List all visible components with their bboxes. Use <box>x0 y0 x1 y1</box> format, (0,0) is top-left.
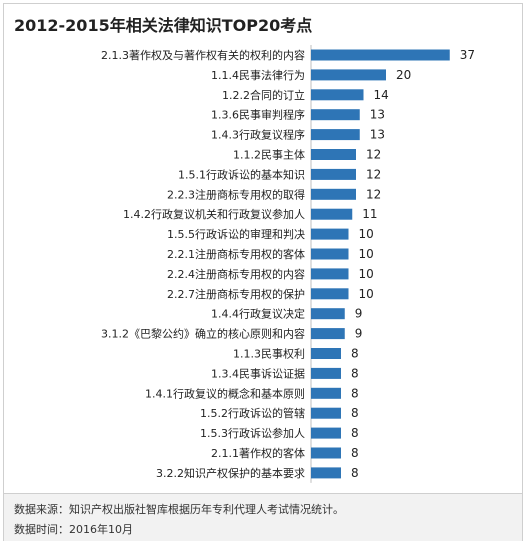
data-source-note: 数据来源：知识产权出版社智库根据历年专利代理人考试情况统计。 <box>14 503 344 516</box>
category-label: 3.2.2知识产权保护的基本要求 <box>156 466 305 480</box>
footer: 数据来源：知识产权出版社智库根据历年专利代理人考试情况统计。 数据时间：2016… <box>4 493 522 541</box>
data-label: 20 <box>396 68 411 82</box>
bar <box>311 288 349 300</box>
bar <box>311 407 341 419</box>
data-label: 10 <box>359 227 374 241</box>
bar <box>311 467 341 479</box>
category-label: 1.3.6民事审判程序 <box>211 108 305 122</box>
data-label: 14 <box>374 88 389 102</box>
bar <box>311 348 341 359</box>
category-label: 2.1.1著作权的客体 <box>211 446 305 460</box>
chart-frame: 2012-2015年相关法律知识TOP20考点 2.1.3著作权及与著作权有关的… <box>3 3 523 541</box>
category-label: 2.2.3注册商标专用权的取得 <box>167 187 305 201</box>
category-label: 1.4.3行政复议程序 <box>211 128 305 142</box>
data-label: 8 <box>351 466 359 480</box>
bar <box>311 188 356 200</box>
data-label: 12 <box>366 187 381 201</box>
category-label: 1.5.2行政诉讼的管辖 <box>200 406 305 420</box>
category-label: 1.2.2合同的订立 <box>222 88 305 102</box>
bar <box>311 168 356 180</box>
data-label: 10 <box>359 247 374 261</box>
bar <box>311 69 386 81</box>
data-label: 12 <box>366 148 381 162</box>
data-label: 10 <box>359 287 374 301</box>
category-label: 2.2.4注册商标专用权的内容 <box>167 267 305 281</box>
data-label: 37 <box>460 48 475 62</box>
bar <box>311 248 349 260</box>
bar <box>311 427 341 439</box>
data-label: 12 <box>366 167 381 181</box>
category-label: 1.4.2行政复议机关和行政复议参加人 <box>123 207 305 221</box>
data-label: 13 <box>370 108 385 122</box>
data-label: 10 <box>359 267 374 281</box>
data-label: 8 <box>351 366 359 380</box>
category-label: 1.1.4民事法律行为 <box>211 68 305 82</box>
bar <box>311 387 341 399</box>
category-label: 1.4.4行政复议决定 <box>211 307 305 321</box>
bar <box>311 308 345 320</box>
bar <box>311 109 360 121</box>
data-label: 8 <box>351 446 359 460</box>
category-label: 1.5.3行政诉讼参加人 <box>200 426 305 440</box>
data-date-note: 数据时间：2016年10月 <box>14 523 133 536</box>
category-label: 1.4.1行政复议的概念和基本原则 <box>145 386 305 400</box>
category-label: 2.1.3著作权及与著作权有关的权利的内容 <box>101 48 305 62</box>
bar <box>311 268 349 280</box>
data-label: 9 <box>355 327 363 341</box>
category-label: 1.1.2民事主体 <box>233 148 305 162</box>
bar <box>311 208 353 220</box>
data-label: 11 <box>362 207 377 221</box>
bar <box>311 129 360 141</box>
chart-title: 2012-2015年相关法律知识TOP20考点 <box>14 16 313 35</box>
data-label: 8 <box>351 406 359 420</box>
data-label: 8 <box>351 426 359 440</box>
category-label: 3.1.2《巴黎公约》确立的核心原则和内容 <box>101 327 305 341</box>
bar <box>311 49 450 61</box>
bar <box>311 328 345 340</box>
category-label: 2.2.1注册商标专用权的客体 <box>167 247 305 261</box>
category-label: 1.5.5行政诉讼的审理和判决 <box>167 227 305 241</box>
category-label: 1.1.3民事权利 <box>233 348 305 361</box>
data-label: 8 <box>351 347 359 361</box>
bar-chart: 2.1.3著作权及与著作权有关的权利的内容 37 1.1.4民事法律行为 20 1.2.… <box>101 45 475 483</box>
data-label: 13 <box>370 128 385 142</box>
bar <box>311 228 349 240</box>
category-label: 2.2.7注册商标专用权的保护 <box>167 287 305 301</box>
data-label: 9 <box>355 307 363 321</box>
bar <box>311 89 364 101</box>
bar <box>311 447 341 459</box>
data-label: 8 <box>351 386 359 400</box>
category-label: 1.5.1行政诉讼的基本知识 <box>178 167 305 181</box>
bar <box>311 149 356 160</box>
bar <box>311 367 341 379</box>
category-label: 1.3.4民事诉讼证据 <box>211 366 305 380</box>
